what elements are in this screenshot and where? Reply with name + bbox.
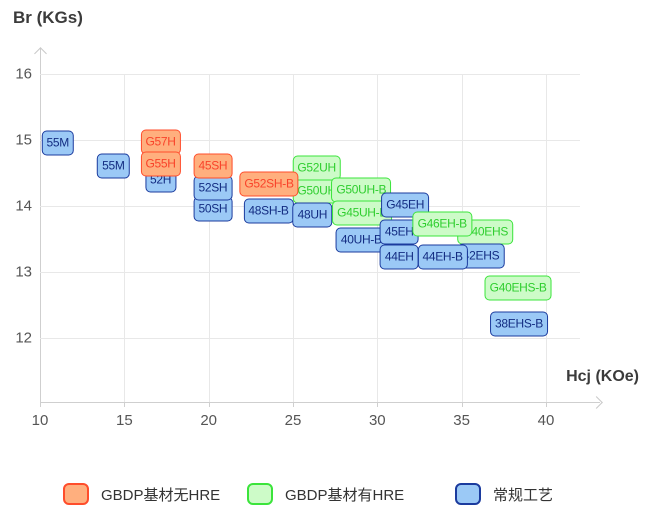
grade-box-38ehs-b[interactable]: 38EHS-B: [490, 311, 548, 337]
legend-swatch-blue-icon: [455, 483, 481, 505]
legend-label: GBDP基材无HRE: [101, 486, 221, 504]
legend-label: GBDP基材有HRE: [285, 486, 405, 504]
x-gridline: [124, 74, 126, 402]
legend-item-blue[interactable]: 常规工艺: [455, 483, 553, 505]
y-tick-label: 15: [15, 131, 32, 149]
x-tick-label: 20: [200, 412, 217, 429]
x-tick-mark: [377, 402, 379, 407]
x-tick-mark: [208, 402, 210, 407]
legend-swatch-orange-icon: [63, 483, 89, 505]
y-gridline: [40, 338, 580, 339]
grade-box-44eh-b[interactable]: 44EH-B: [417, 244, 468, 270]
x-axis-title: Hcj (KOe): [566, 368, 639, 385]
grade-box-55m[interactable]: 55M: [97, 153, 130, 179]
grade-box-g52sh-b[interactable]: G52SH-B: [239, 171, 299, 197]
y-tick-label: 13: [15, 263, 32, 281]
y-tick-label: 14: [15, 197, 32, 215]
y-tick-label: 16: [15, 65, 32, 83]
x-tick-mark: [461, 402, 463, 407]
grade-box-g40ehs-b[interactable]: G40EHS-B: [484, 275, 552, 301]
x-tick-mark: [124, 402, 126, 407]
legend-swatch-green-icon: [247, 483, 273, 505]
y-tick-label: 12: [15, 329, 32, 347]
grade-box-48uh[interactable]: 48UH: [292, 202, 333, 228]
x-tick-label: 25: [284, 412, 302, 429]
x-axis-line: [40, 402, 600, 403]
y-gridline: [40, 74, 580, 75]
y-gridline: [40, 272, 580, 273]
legend-item-orange[interactable]: GBDP基材无HRE: [63, 483, 220, 505]
legend-item-green[interactable]: GBDP基材有HRE: [247, 483, 404, 505]
y-axis-arrow-icon: [34, 47, 47, 60]
x-gridline: [292, 74, 294, 402]
x-tick-label: 30: [368, 412, 386, 429]
x-tick-mark: [40, 402, 41, 407]
x-tick-label: 35: [453, 412, 470, 429]
grade-box-g55h[interactable]: G55H: [140, 151, 181, 177]
grade-box-48sh-b[interactable]: 48SH-B: [243, 198, 294, 224]
x-gridline: [208, 74, 210, 402]
grade-box-55m[interactable]: 55M: [41, 130, 74, 156]
x-tick-label: 10: [31, 412, 49, 429]
x-axis-arrow-icon: [590, 396, 603, 409]
x-tick-mark: [545, 402, 547, 407]
grade-box-40uh-b[interactable]: 40UH-B: [335, 227, 387, 253]
grade-box-45sh[interactable]: 45SH: [193, 153, 233, 179]
grade-box-52sh[interactable]: 52SH: [193, 175, 233, 201]
x-tick-label: 40: [537, 412, 555, 429]
y-gridline: [40, 140, 580, 141]
grade-box-50sh[interactable]: 50SH: [193, 196, 233, 222]
y-axis-title: Br (KGs): [13, 8, 83, 27]
y-axis-line: [40, 48, 41, 402]
grade-box-g52uh[interactable]: G52UH: [292, 155, 341, 181]
grade-box-g46eh-b[interactable]: G46EH-B: [412, 211, 472, 237]
grade-box-44eh[interactable]: 44EH: [379, 244, 419, 270]
legend-label: 常规工艺: [493, 486, 554, 504]
x-gridline: [545, 74, 547, 402]
grade-box-g57h[interactable]: G57H: [140, 129, 181, 155]
x-tick-label: 15: [115, 412, 133, 429]
x-tick-mark: [292, 402, 294, 407]
chart-legend: GBDP基材无HRE GBDP基材有HRE 常规工艺: [0, 480, 645, 510]
